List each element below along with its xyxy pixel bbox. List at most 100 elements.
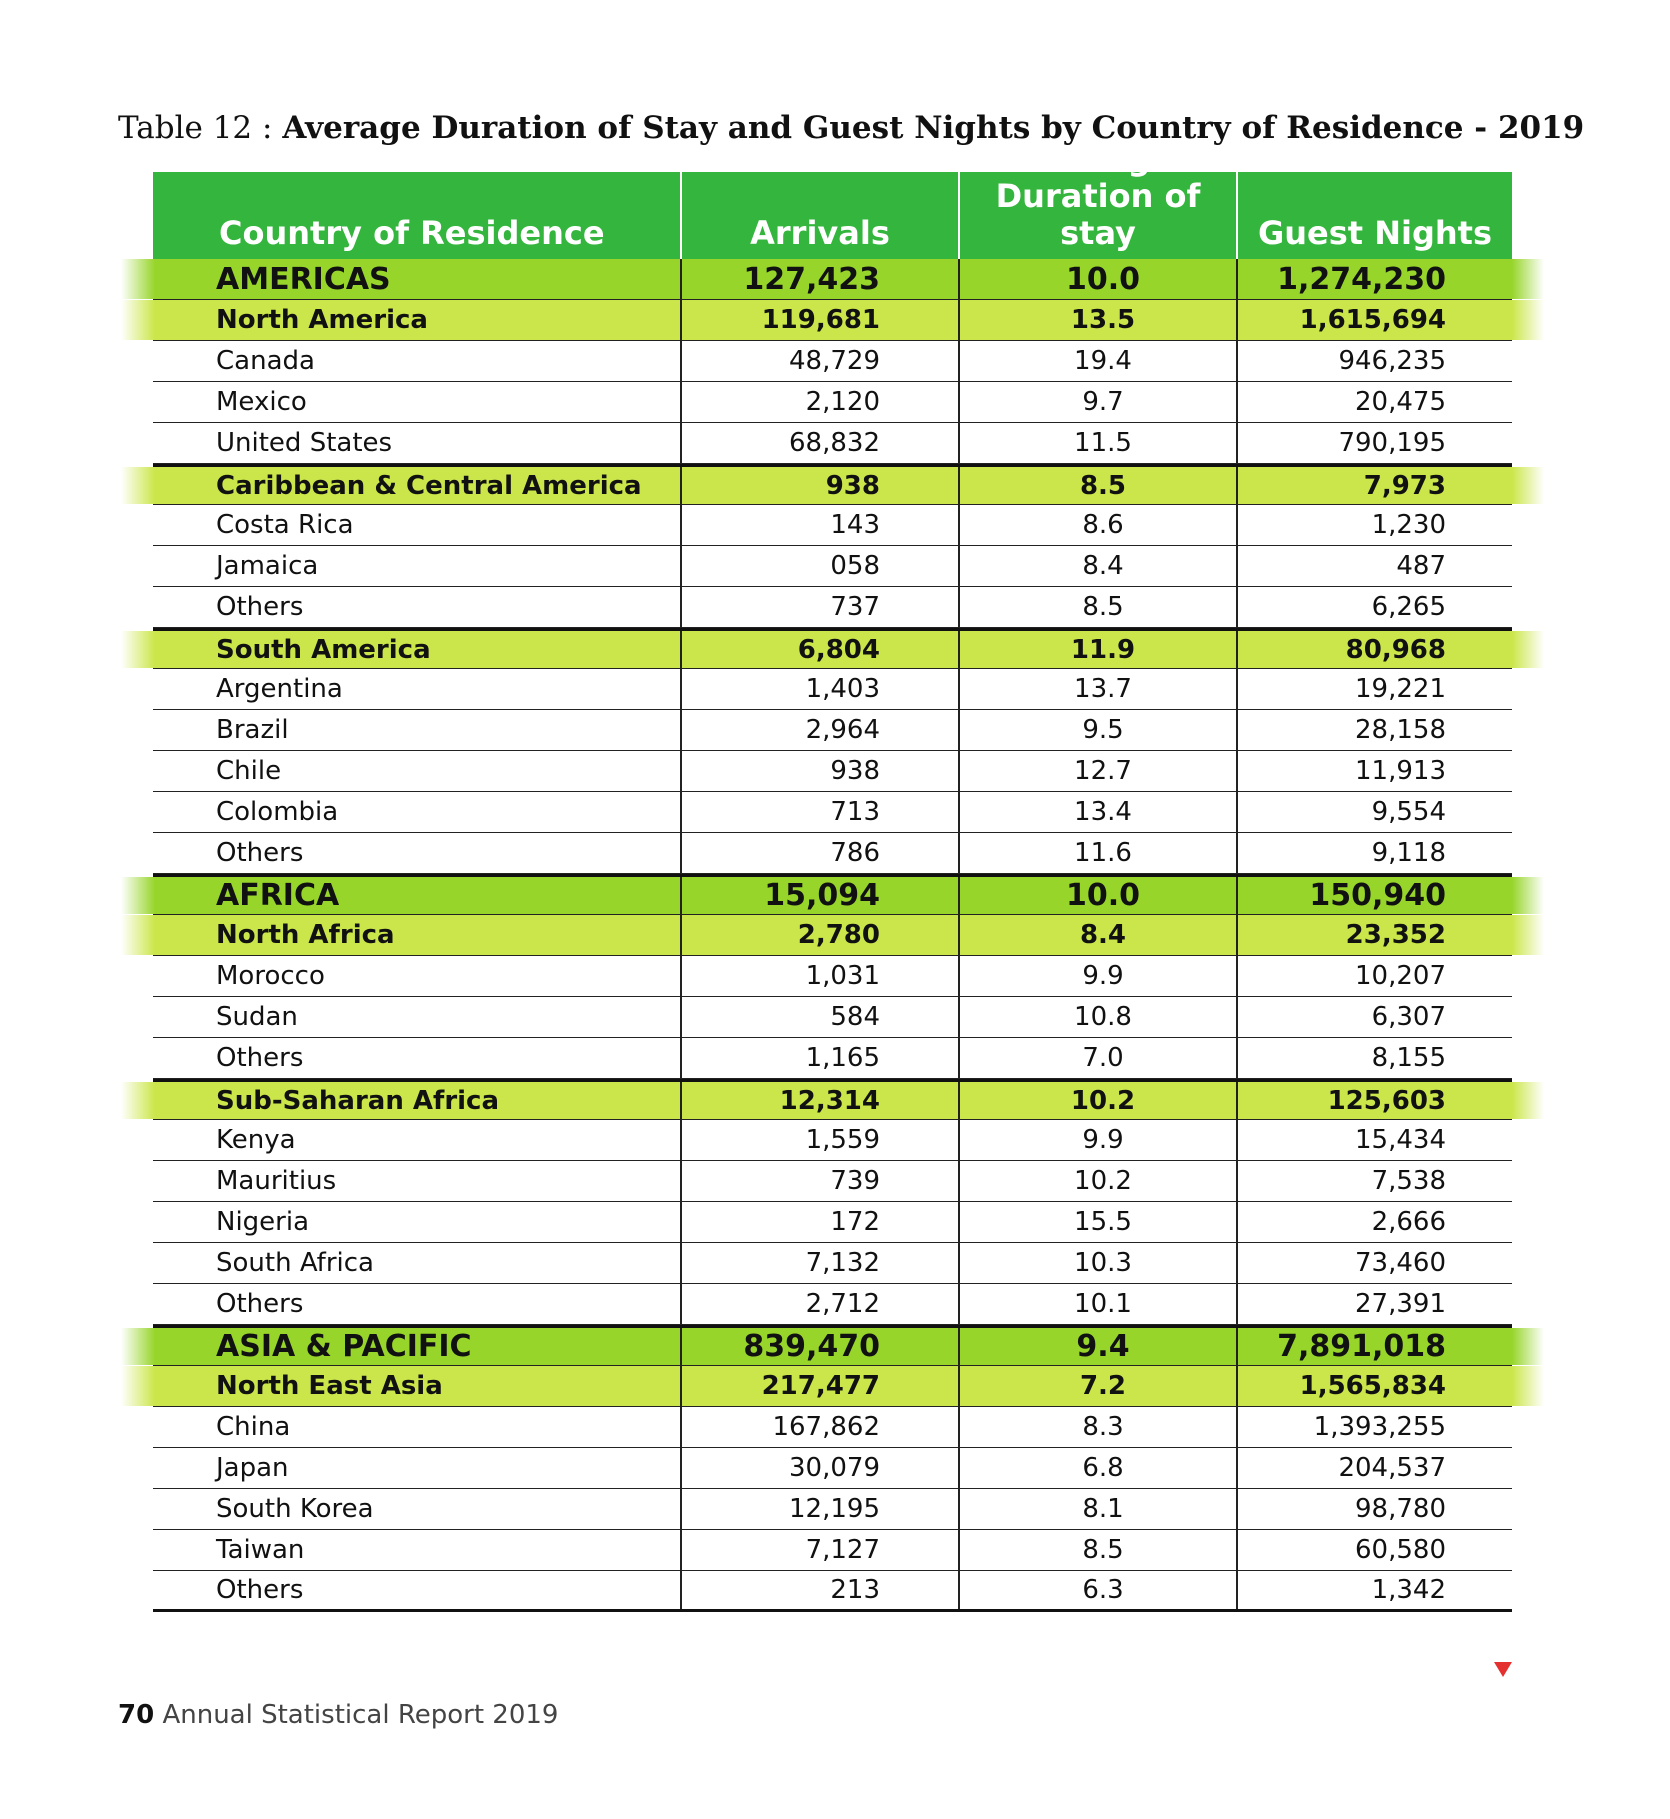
header-duration-label: Average Duration of stay: [995, 140, 1201, 252]
cell-guest-nights: 60,580: [1236, 1530, 1512, 1570]
cell-arrivals: 12,195: [680, 1489, 958, 1529]
cell-country: Sudan: [216, 1002, 298, 1032]
table-row: Nigeria 172 15.5 2,666: [153, 1202, 1512, 1243]
cell-guest-nights: 27,391: [1236, 1284, 1512, 1324]
cell-country: Taiwan: [216, 1535, 305, 1565]
cell-country: Others: [216, 1043, 304, 1073]
cell-arrivals: 058: [680, 546, 958, 586]
cell-country: AFRICA: [216, 878, 340, 913]
cell-guest-nights: 1,274,230: [1236, 259, 1512, 299]
cell-duration: 13.4: [958, 792, 1236, 832]
cell-country: Costa Rica: [216, 510, 354, 540]
cell-guest-nights: 6,307: [1236, 997, 1512, 1037]
cell-country: South Korea: [216, 1494, 374, 1524]
header-guest-nights: Guest Nights: [1236, 172, 1512, 259]
cell-country: South America: [216, 634, 431, 665]
cell-guest-nights: 1,565,834: [1236, 1366, 1512, 1406]
cell-arrivals: 127,423: [680, 259, 958, 299]
table-row: Brazil 2,964 9.5 28,158: [153, 710, 1512, 751]
cell-country: Others: [216, 1575, 304, 1605]
cell-arrivals: 2,120: [680, 382, 958, 422]
cell-arrivals: 737: [680, 587, 958, 627]
table-row: South Africa 7,132 10.3 73,460: [153, 1243, 1512, 1284]
table-row: Sudan 584 10.8 6,307: [153, 997, 1512, 1038]
table-row: Others 213 6.3 1,342: [153, 1571, 1512, 1612]
cell-guest-nights: 19,221: [1236, 669, 1512, 709]
cell-arrivals: 2,780: [680, 915, 958, 955]
cell-arrivals: 217,477: [680, 1366, 958, 1406]
cell-guest-nights: 28,158: [1236, 710, 1512, 750]
cell-country: China: [216, 1412, 291, 1442]
report-name: Annual Statistical Report 2019: [162, 1700, 559, 1730]
cell-arrivals: 1,031: [680, 956, 958, 996]
cell-arrivals: 2,712: [680, 1284, 958, 1324]
cell-arrivals: 6,804: [680, 631, 958, 668]
cell-duration: 9.4: [958, 1328, 1236, 1365]
page-footer: 70 Annual Statistical Report 2019: [118, 1700, 558, 1730]
table-row: Canada 48,729 19.4 946,235: [153, 341, 1512, 382]
header-duration: Average Duration of stay: [958, 141, 1236, 259]
cell-guest-nights: 15,434: [1236, 1120, 1512, 1160]
cell-duration: 8.4: [958, 915, 1236, 955]
cell-duration: 8.4: [958, 546, 1236, 586]
cell-country: Jamaica: [216, 551, 319, 581]
cell-guest-nights: 9,118: [1236, 833, 1512, 873]
cell-country: Mexico: [216, 387, 307, 417]
table-row: Others 737 8.5 6,265: [153, 587, 1512, 628]
cell-arrivals: 167,862: [680, 1407, 958, 1447]
cell-country: Chile: [216, 756, 282, 786]
cell-duration: 9.9: [958, 956, 1236, 996]
cell-arrivals: 1,165: [680, 1038, 958, 1078]
table-number: Table 12 :: [118, 110, 283, 146]
cell-country: United States: [216, 428, 393, 458]
cell-country: AMERICAS: [216, 261, 391, 297]
cell-guest-nights: 1,615,694: [1236, 300, 1512, 340]
subregion-row: North Africa 2,780 8.4 23,352: [121, 915, 1544, 956]
table-row: Mexico 2,120 9.7 20,475: [153, 382, 1512, 423]
cell-duration: 10.2: [958, 1082, 1236, 1119]
cell-guest-nights: 98,780: [1236, 1489, 1512, 1529]
cell-duration: 10.0: [958, 877, 1236, 914]
table-title: Table 12 : Average Duration of Stay and …: [118, 110, 1584, 146]
cell-duration: 8.5: [958, 1530, 1236, 1570]
table-row: Others 1,165 7.0 8,155: [153, 1038, 1512, 1079]
cell-country: ASIA & PACIFIC: [216, 1329, 472, 1364]
cell-guest-nights: 204,537: [1236, 1448, 1512, 1488]
cell-arrivals: 143: [680, 505, 958, 545]
cell-country: North Africa: [216, 920, 395, 950]
table-row: Others 2,712 10.1 27,391: [153, 1284, 1512, 1325]
cell-arrivals: 68,832: [680, 423, 958, 463]
cell-guest-nights: 487: [1236, 546, 1512, 586]
cell-duration: 9.9: [958, 1120, 1236, 1160]
cell-country: Mauritius: [216, 1166, 337, 1196]
cell-guest-nights: 73,460: [1236, 1243, 1512, 1283]
cell-duration: 11.5: [958, 423, 1236, 463]
cell-country: Canada: [216, 346, 315, 376]
subregion-row: Caribbean & Central America 938 8.5 7,973: [121, 464, 1544, 505]
cell-arrivals: 119,681: [680, 300, 958, 340]
cell-duration: 9.5: [958, 710, 1236, 750]
cell-country: Caribbean & Central America: [216, 470, 642, 501]
cell-country: Colombia: [216, 797, 339, 827]
cell-guest-nights: 2,666: [1236, 1202, 1512, 1242]
cell-arrivals: 213: [680, 1571, 958, 1609]
table-row: Morocco 1,031 9.9 10,207: [153, 956, 1512, 997]
table-row: Japan 30,079 6.8 204,537: [153, 1448, 1512, 1489]
header-country: Country of Residence: [219, 214, 605, 252]
region-row: AFRICA 15,094 10.0 150,940: [121, 874, 1544, 915]
table-row: Kenya 1,559 9.9 15,434: [153, 1120, 1512, 1161]
cell-guest-nights: 1,393,255: [1236, 1407, 1512, 1447]
cell-country: Argentina: [216, 674, 343, 704]
cell-guest-nights: 7,891,018: [1236, 1328, 1512, 1365]
cell-duration: 6.3: [958, 1571, 1236, 1609]
cell-duration: 8.6: [958, 505, 1236, 545]
table-caption: Average Duration of Stay and Guest Night…: [282, 110, 1585, 146]
table-header: Country of Residence Arrivals Average Du…: [153, 141, 1512, 259]
page-number: 70: [118, 1700, 155, 1730]
cell-duration: 10.1: [958, 1284, 1236, 1324]
cell-guest-nights: 8,155: [1236, 1038, 1512, 1078]
cell-duration: 10.2: [958, 1161, 1236, 1201]
table-row: Costa Rica 143 8.6 1,230: [153, 505, 1512, 546]
cell-duration: 12.7: [958, 751, 1236, 791]
cell-arrivals: 713: [680, 792, 958, 832]
